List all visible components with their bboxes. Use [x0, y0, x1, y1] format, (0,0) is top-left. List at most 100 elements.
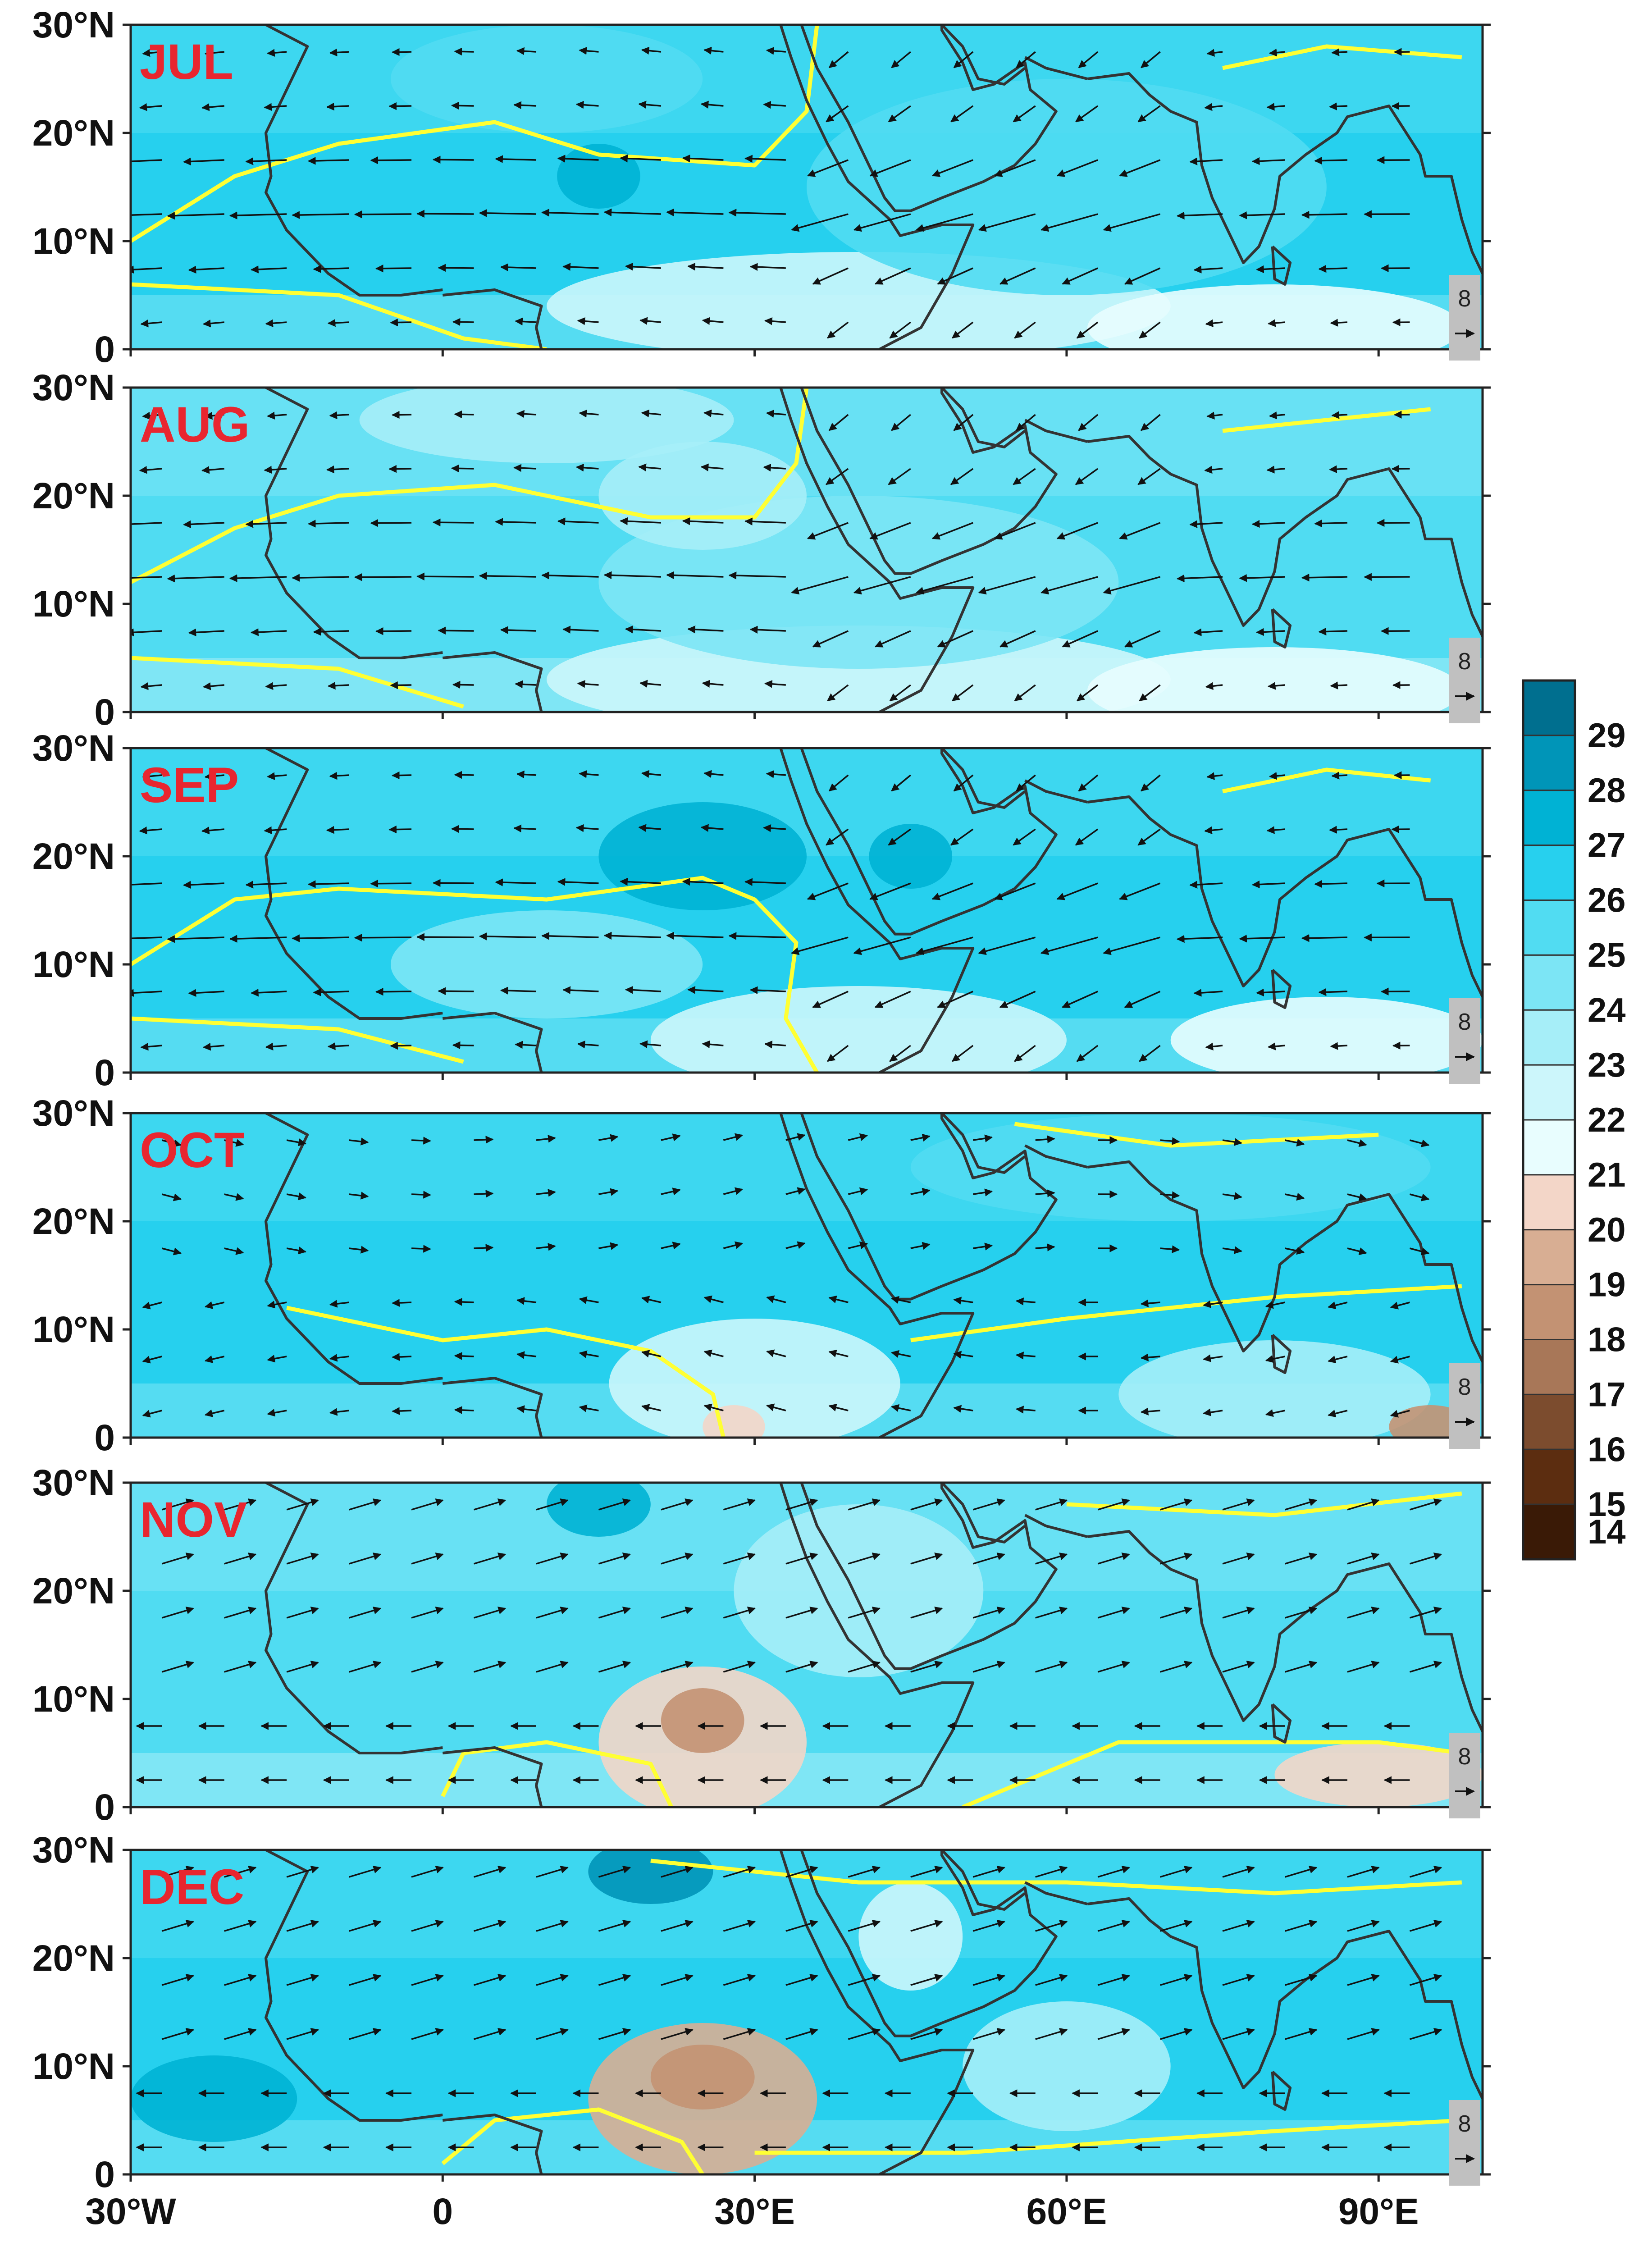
wind-vector [201, 826, 224, 835]
wind-vector [763, 824, 786, 832]
shaded-band [131, 1958, 1483, 2012]
wind-vector [1347, 1661, 1380, 1673]
wind-vector [1014, 684, 1036, 702]
wind-vector [641, 409, 662, 418]
wind-vector [700, 824, 724, 832]
wind-vector [474, 1136, 494, 1144]
wind-vector [764, 680, 786, 688]
lat-label: 20°N [32, 1201, 115, 1242]
wind-vector [598, 1242, 619, 1250]
coastline [1024, 1514, 1088, 1538]
wind-vector [201, 103, 224, 111]
lat-label: 10°N [32, 944, 115, 985]
wind-vector [826, 105, 849, 123]
wind-vector [536, 1866, 569, 1878]
wind-vector [1222, 1866, 1255, 1878]
coastline [779, 388, 975, 712]
wind-vector [1097, 1661, 1130, 1673]
wind-vector [131, 265, 162, 274]
wind-vector [188, 989, 224, 997]
wind-vector [994, 522, 1036, 540]
wind-vector [891, 1350, 911, 1358]
wind-vector [1160, 1191, 1180, 1199]
wind-vector [411, 1245, 431, 1253]
shaded-band [131, 1753, 1483, 1807]
wind-vector [848, 1661, 881, 1673]
wind-vector [1139, 1045, 1161, 1062]
wind-vector [516, 1297, 537, 1305]
wind-vector [1189, 881, 1223, 889]
coastline [800, 1113, 1058, 1301]
wind-vector [575, 463, 599, 472]
wind-vector [286, 1920, 319, 1932]
wind-vector [807, 522, 849, 540]
wind-vector [1097, 1498, 1130, 1511]
wind-vector [188, 265, 224, 274]
wind-vector [1265, 1355, 1285, 1363]
wind-vector [1013, 468, 1036, 485]
contour-line [286, 1306, 726, 1438]
wind-vector [579, 1404, 599, 1412]
wind-vector [204, 1301, 225, 1309]
coastline [800, 748, 1058, 936]
wind-vector [953, 1351, 973, 1359]
wind-vector [1204, 826, 1223, 835]
wind-vector [286, 1553, 319, 1565]
coastline [442, 1377, 543, 1438]
wind-vector [1251, 880, 1285, 889]
coastline [442, 1746, 543, 1807]
wind-vector [183, 881, 224, 889]
wind-vector [891, 51, 911, 68]
wind-vector [1204, 466, 1223, 474]
coastline [940, 1483, 1026, 1543]
wind-vector [479, 932, 537, 941]
wind-vector [142, 1356, 162, 1364]
wind-vector [999, 630, 1036, 648]
wind-vector [354, 933, 412, 942]
colorbar-label: 16 [1588, 1430, 1626, 1469]
wind-vector [326, 826, 349, 834]
wind-vector [1160, 1661, 1193, 1673]
wind-vector [972, 1920, 1005, 1932]
wind-vector [1222, 1920, 1255, 1932]
wind-vector [161, 1974, 194, 1986]
wind-vector [1103, 576, 1161, 595]
month-label: OCT [140, 1123, 244, 1178]
wind-vector [1205, 1042, 1223, 1051]
wind-vector [1409, 1661, 1442, 1673]
wind-vector [598, 1974, 631, 1986]
wind-vector [978, 576, 1036, 595]
wind-vector [224, 1193, 244, 1201]
wind-vector [142, 1410, 162, 1418]
wind-vector [1390, 1301, 1410, 1310]
wind-vector [1035, 1866, 1068, 1878]
wind-vector [349, 1137, 369, 1146]
wind-vector [474, 1553, 507, 1565]
wind-vector [1189, 157, 1223, 165]
wind-vector [264, 103, 287, 111]
wind-vector [972, 1553, 1005, 1565]
wind-vector [411, 1974, 444, 1986]
wind-vector [1268, 1042, 1285, 1050]
wind-vector [853, 936, 911, 955]
contour-line [1222, 44, 1462, 70]
wind-vector [329, 411, 349, 420]
wind-vector [869, 882, 911, 900]
wind-vector [140, 682, 162, 690]
wind-vector [703, 1403, 724, 1411]
wind-vector [972, 2028, 1005, 2040]
wind-vector [1160, 1607, 1193, 1619]
wind-vector [703, 1295, 724, 1303]
wind-vector [1141, 774, 1161, 792]
reference-vector-label: 8 [1458, 648, 1471, 675]
shaded-region [858, 1882, 963, 1991]
wind-vector [937, 630, 973, 648]
contour-line [131, 656, 464, 709]
shaded-region [1274, 1742, 1483, 1807]
wind-vector [515, 680, 537, 689]
coastline [1024, 1144, 1088, 1169]
month-label: AUG [140, 397, 250, 452]
wind-vector [749, 626, 786, 634]
wind-vector [910, 1866, 943, 1878]
wind-vector [661, 2028, 694, 2040]
